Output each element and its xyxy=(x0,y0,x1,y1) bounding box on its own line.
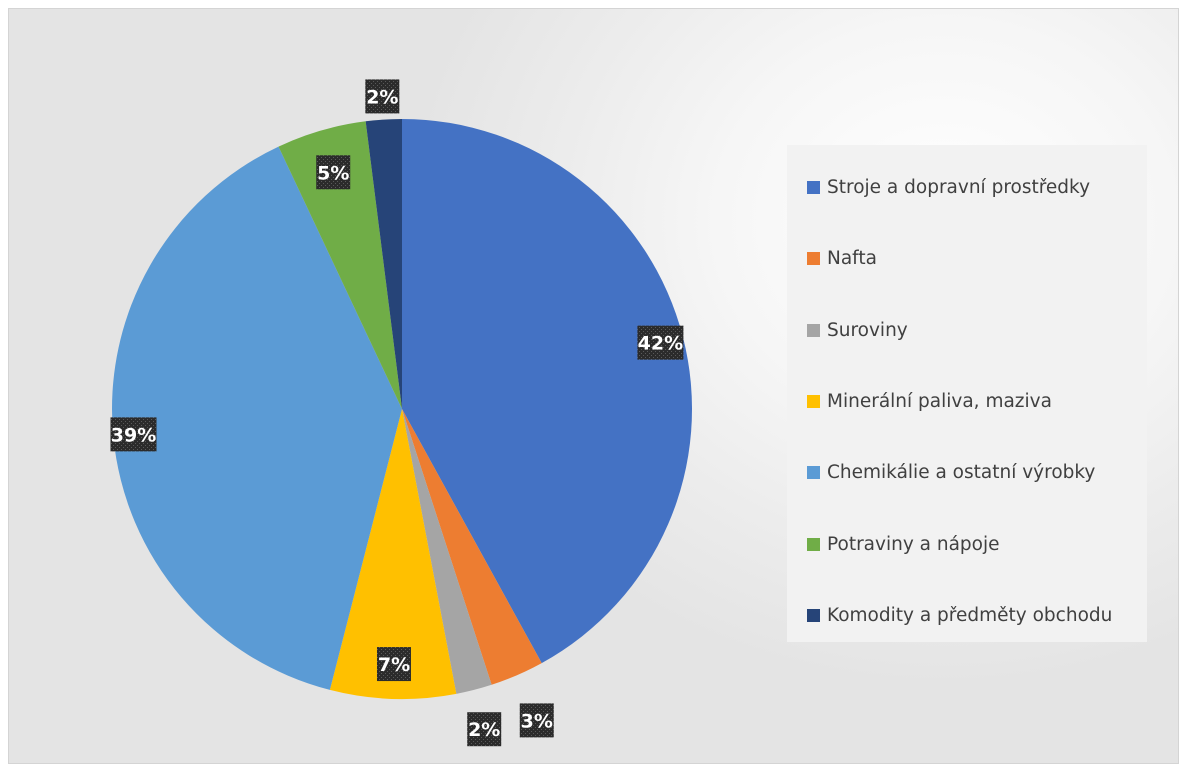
legend-label: Komodity a předměty obchodu xyxy=(827,605,1113,626)
chart-area: 42% 3% 2% 7% 39% 5% 2% Stroje a dopravní prost… xyxy=(8,8,1179,764)
data-label-text: 7% xyxy=(378,654,410,676)
data-label-potraviny: 5% xyxy=(316,155,351,190)
data-label-komodity: 2% xyxy=(365,79,400,114)
legend-label: Stroje a dopravní prostředky xyxy=(827,177,1091,198)
legend-swatch xyxy=(807,181,820,194)
legend-item-potraviny: Potraviny a nápoje xyxy=(807,534,1000,555)
data-label-box xyxy=(365,79,400,114)
data-label-box xyxy=(316,155,351,190)
pie-chart: 42% 3% 2% 7% 39% 5% 2% xyxy=(110,79,693,747)
data-label-text: 2% xyxy=(366,86,398,108)
legend-swatch xyxy=(807,609,820,622)
data-label-text: 3% xyxy=(521,710,553,732)
data-label-box xyxy=(467,712,502,747)
legend-swatch xyxy=(807,466,820,479)
pie-slices xyxy=(111,119,693,699)
data-label-text: 42% xyxy=(638,333,683,355)
legend-item-nafta: Nafta xyxy=(807,248,877,269)
legend: Stroje a dopravní prostředky Nafta Surov… xyxy=(787,145,1147,642)
data-label-mineralni-paliva: 7% xyxy=(376,647,411,682)
data-label-box xyxy=(110,417,157,452)
legend-swatch xyxy=(807,538,820,551)
data-label-text: 2% xyxy=(468,719,500,741)
data-label-box xyxy=(637,325,684,360)
data-label-nafta: 3% xyxy=(519,703,554,738)
slice-nafta xyxy=(402,409,542,685)
data-label-suroviny: 2% xyxy=(467,712,502,747)
legend-swatch xyxy=(807,252,820,265)
slice-komodity xyxy=(365,119,402,409)
data-label-chemikalie: 39% xyxy=(110,417,157,452)
legend-item-komodity: Komodity a předměty obchodu xyxy=(807,605,1112,626)
slice-chemikalie xyxy=(111,146,402,690)
slice-suroviny xyxy=(402,409,492,694)
legend-item-stroje: Stroje a dopravní prostředky xyxy=(807,177,1090,198)
legend-label: Suroviny xyxy=(827,320,908,341)
legend-label: Minerální paliva, maziva xyxy=(827,391,1052,412)
slice-stroje xyxy=(402,119,693,664)
legend-label: Nafta xyxy=(827,248,877,269)
data-label-box xyxy=(519,703,554,738)
legend-item-chemikalie: Chemikálie a ostatní výrobky xyxy=(807,462,1095,483)
data-labels: 42% 3% 2% 7% 39% 5% 2% xyxy=(110,79,684,747)
data-label-text: 39% xyxy=(111,424,156,446)
data-label-box xyxy=(376,647,411,682)
data-label-text: 5% xyxy=(317,162,349,184)
legend-label: Potraviny a nápoje xyxy=(827,534,1000,555)
legend-item-suroviny: Suroviny xyxy=(807,320,908,341)
slice-mineralni-paliva xyxy=(329,409,457,699)
legend-swatch xyxy=(807,395,820,408)
legend-label: Chemikálie a ostatní výrobky xyxy=(827,462,1096,483)
slice-potraviny xyxy=(278,121,402,409)
legend-swatch xyxy=(807,324,820,337)
data-label-stroje: 42% xyxy=(637,325,684,360)
legend-item-mineralni-paliva: Minerální paliva, maziva xyxy=(807,391,1052,412)
